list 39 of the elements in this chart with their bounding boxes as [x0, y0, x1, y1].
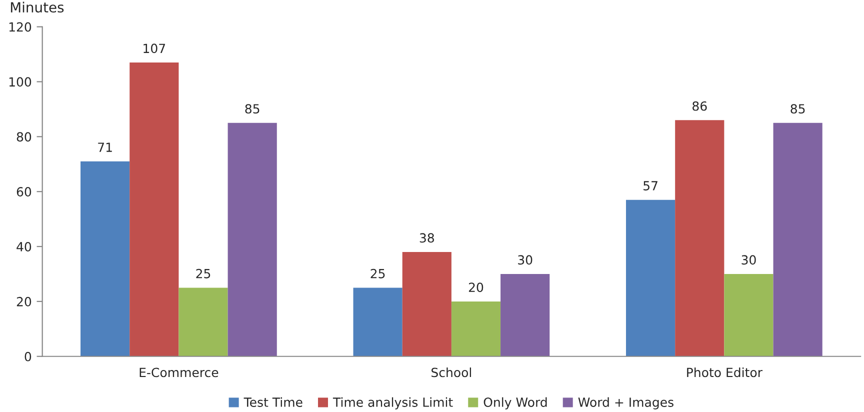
bar — [773, 122, 822, 356]
data-label: 30 — [742, 255, 756, 265]
data-label: 25 — [196, 268, 210, 278]
legend-label: Test Time — [244, 397, 302, 407]
x-tick-label: Photo Editor — [687, 367, 762, 378]
bar — [724, 274, 774, 356]
bar — [228, 122, 277, 356]
bar — [130, 62, 179, 356]
y-axis-title: Minutes — [10, 2, 64, 13]
bar — [675, 120, 724, 356]
bar — [500, 274, 550, 356]
legend-label: Word + Images — [578, 397, 674, 410]
bar — [80, 161, 130, 356]
data-label: 86 — [692, 101, 707, 111]
y-tick-label: 0 — [24, 352, 32, 362]
data-label: 71 — [98, 142, 112, 152]
y-tick-label: 80 — [16, 132, 32, 142]
bar — [178, 288, 228, 356]
bar — [451, 301, 501, 356]
y-tick-label: 100 — [9, 77, 32, 87]
data-label: 85 — [790, 104, 805, 114]
legend-label: Time analysis Limit — [332, 397, 453, 410]
y-tick-label: 120 — [9, 22, 32, 32]
x-tick-label: School — [432, 367, 472, 378]
data-label: 85 — [245, 104, 260, 114]
y-tick-label: 60 — [16, 187, 32, 197]
legend-label: Only Word — [484, 397, 547, 410]
bar — [626, 200, 676, 356]
y-tick-label: 20 — [16, 296, 32, 306]
data-label: 38 — [420, 233, 434, 243]
bar — [353, 288, 402, 356]
data-label: 30 — [518, 255, 532, 265]
bar — [402, 252, 452, 356]
data-label: 25 — [370, 268, 385, 278]
x-tick-label: E-Commerce — [140, 368, 218, 378]
y-tick-label: 40 — [16, 242, 32, 252]
data-label: 57 — [644, 181, 658, 190]
data-label: 107 — [144, 44, 166, 54]
data-label: 20 — [468, 282, 484, 292]
